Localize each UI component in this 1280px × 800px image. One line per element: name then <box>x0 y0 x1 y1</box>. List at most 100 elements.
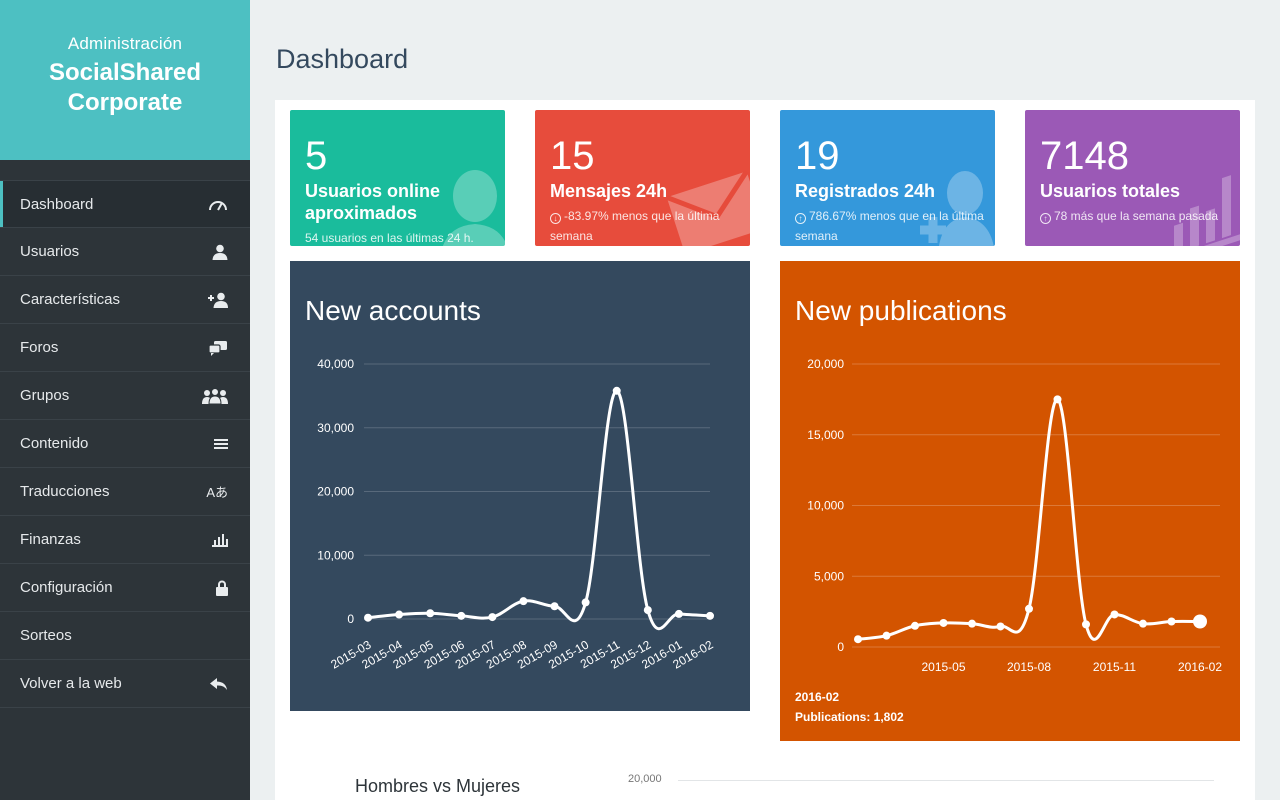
sidebar-item-label: Configuración <box>20 579 113 596</box>
y-tick-label: 10,000 <box>317 548 354 562</box>
sidebar-item-sorteos[interactable]: Sorteos <box>0 612 250 660</box>
y-tick-label: 15,000 <box>807 428 844 442</box>
user-icon <box>202 242 228 262</box>
envelope-icon <box>665 165 750 246</box>
sidebar-item-label: Traducciones <box>20 483 110 500</box>
data-point <box>457 611 466 620</box>
gender-chart-y-tick: 20,000 <box>628 773 662 785</box>
sidebar-item-label: Sorteos <box>20 627 72 644</box>
lock-icon <box>202 578 228 598</box>
data-point <box>1193 614 1207 629</box>
reply-icon <box>202 674 228 694</box>
data-point <box>1110 610 1119 619</box>
stat-footer-text: 78 más que la semana pasada <box>1054 209 1219 223</box>
new-accounts-chart[interactable]: 010,00020,00030,00040,0002015-032015-042… <box>290 261 750 711</box>
sidebar-item-label: Usuarios <box>20 243 80 260</box>
stat-title: Registrados 24h <box>795 181 936 201</box>
y-tick-label: 20,000 <box>317 485 354 499</box>
data-point <box>1082 620 1090 629</box>
translate-icon: Aあ <box>206 485 228 500</box>
sidebar-item-usuarios[interactable]: Usuarios <box>0 228 250 276</box>
data-point <box>612 386 621 395</box>
sidebar-item-label: Finanzas <box>20 531 81 548</box>
data-point <box>968 619 976 628</box>
sidebar-item-contenido[interactable]: Contenido <box>0 420 250 468</box>
stat-box-registered[interactable]: 19 Registrados 24h ↑ 786.67% menos que en… <box>780 110 995 246</box>
stat-value: 15 <box>550 134 595 178</box>
stat-footer: ↓ -83.97% menos que la última semana <box>550 206 740 246</box>
data-point <box>581 598 590 607</box>
stat-footer-text: 786.67% menos que en la última semana <box>795 209 984 243</box>
chart-tooltip: 2016-02 Publications: 1,802 <box>795 687 904 727</box>
user-silhouette-icon <box>440 168 505 246</box>
tooltip-value: Publications: 1,802 <box>795 710 904 724</box>
x-tick-label: 2015-08 <box>1007 660 1051 674</box>
sidebar: Administración SocialShared Corporate Da… <box>0 0 250 800</box>
sidebar-item-grupos[interactable]: Grupos <box>0 372 250 420</box>
series-line <box>857 397 1201 641</box>
data-point <box>1139 619 1147 628</box>
data-point <box>1053 395 1062 404</box>
gender-chart-title: Hombres vs Mujeres <box>355 776 521 796</box>
data-point <box>996 622 1005 631</box>
data-point <box>674 609 683 618</box>
user-plus-icon <box>202 290 228 310</box>
chart-title: New accounts <box>305 295 481 326</box>
sidebar-item-label: Volver a la web <box>20 675 122 692</box>
sidebar-item-caracteristicas[interactable]: Características <box>0 276 250 324</box>
data-point <box>550 602 559 611</box>
sidebar-item-traducciones[interactable]: Traducciones Aあ <box>0 468 250 516</box>
sidebar-item-foros[interactable]: Foros <box>0 324 250 372</box>
stat-footer-text: 54 usuarios en las últimas 24 h. <box>305 231 474 245</box>
sidebar-item-finanzas[interactable]: Finanzas <box>0 516 250 564</box>
sidebar-nav: Dashboard Usuarios Características Foros… <box>0 180 250 708</box>
stat-box-messages[interactable]: 15 Mensajes 24h ↓ -83.97% menos que la úl… <box>535 110 750 246</box>
stat-footer: 54 usuarios en las últimas 24 h. <box>305 228 495 246</box>
sidebar-item-label: Foros <box>20 339 59 356</box>
y-tick-label: 0 <box>837 640 844 654</box>
new-accounts-card: New accounts 0 10,000 20,000 30,000 40,000 20… <box>290 261 750 711</box>
brand-header[interactable]: Administración SocialShared Corporate <box>0 0 250 160</box>
x-tick-label: 2016-02 <box>1178 660 1222 674</box>
sidebar-item-label: Características <box>20 291 121 308</box>
tooltip-x: 2016-02 <box>795 690 840 704</box>
stat-title: Usuarios online aproximados <box>305 181 441 223</box>
new-publications-card: New publications 0 5,000 10,000 15,000 20,00… <box>780 261 1240 741</box>
data-point <box>488 613 497 622</box>
y-tick-label: 0 <box>347 612 354 626</box>
data-point <box>364 613 372 622</box>
data-point <box>882 631 891 640</box>
sidebar-item-label: Grupos <box>20 387 70 404</box>
sidebar-item-label: Contenido <box>20 435 89 452</box>
data-point <box>395 610 404 619</box>
stat-box-online[interactable]: 5 Usuarios online aproximados 54 usuario… <box>290 110 505 246</box>
stat-title: Mensajes 24h <box>550 181 668 201</box>
stat-value: 19 <box>795 134 840 178</box>
bar-chart-icon <box>1170 165 1240 246</box>
user-add-silhouette-icon <box>900 165 995 246</box>
stat-value: 5 <box>305 134 328 178</box>
y-tick-label: 10,000 <box>807 499 844 513</box>
data-point <box>911 621 919 630</box>
data-point <box>854 635 862 644</box>
stat-box-total-users[interactable]: 7148 Usuarios totales ↑ 78 más que la sem… <box>1025 110 1240 246</box>
stat-title: Usuarios totales <box>1040 181 1181 201</box>
stat-footer: ↑ 786.67% menos que en la última semana <box>795 206 985 246</box>
data-point <box>1167 617 1176 626</box>
bar-chart-icon <box>202 530 228 550</box>
page-title: Dashboard <box>276 44 409 74</box>
stat-footer-text: -83.97% menos que la última semana <box>550 209 720 243</box>
data-point <box>706 611 714 620</box>
sidebar-item-label: Dashboard <box>20 195 94 213</box>
x-tick-label: 2015-11 <box>1093 660 1136 674</box>
sidebar-item-configuracion[interactable]: Configuración <box>0 564 250 612</box>
y-tick-label: 20,000 <box>807 357 844 371</box>
stat-value: 7148 <box>1040 134 1129 178</box>
sidebar-item-volver[interactable]: Volver a la web <box>0 660 250 708</box>
speedometer-icon <box>202 194 228 214</box>
new-publications-chart[interactable]: 0 5,000 10,000 15,000 20,000 2015-05 2015-08 20… <box>780 261 1240 741</box>
data-point <box>519 597 528 606</box>
menu-icon <box>202 434 228 454</box>
sidebar-item-dashboard[interactable]: Dashboard <box>0 180 250 228</box>
arrow-up-circle-icon: ↑ <box>795 213 806 224</box>
